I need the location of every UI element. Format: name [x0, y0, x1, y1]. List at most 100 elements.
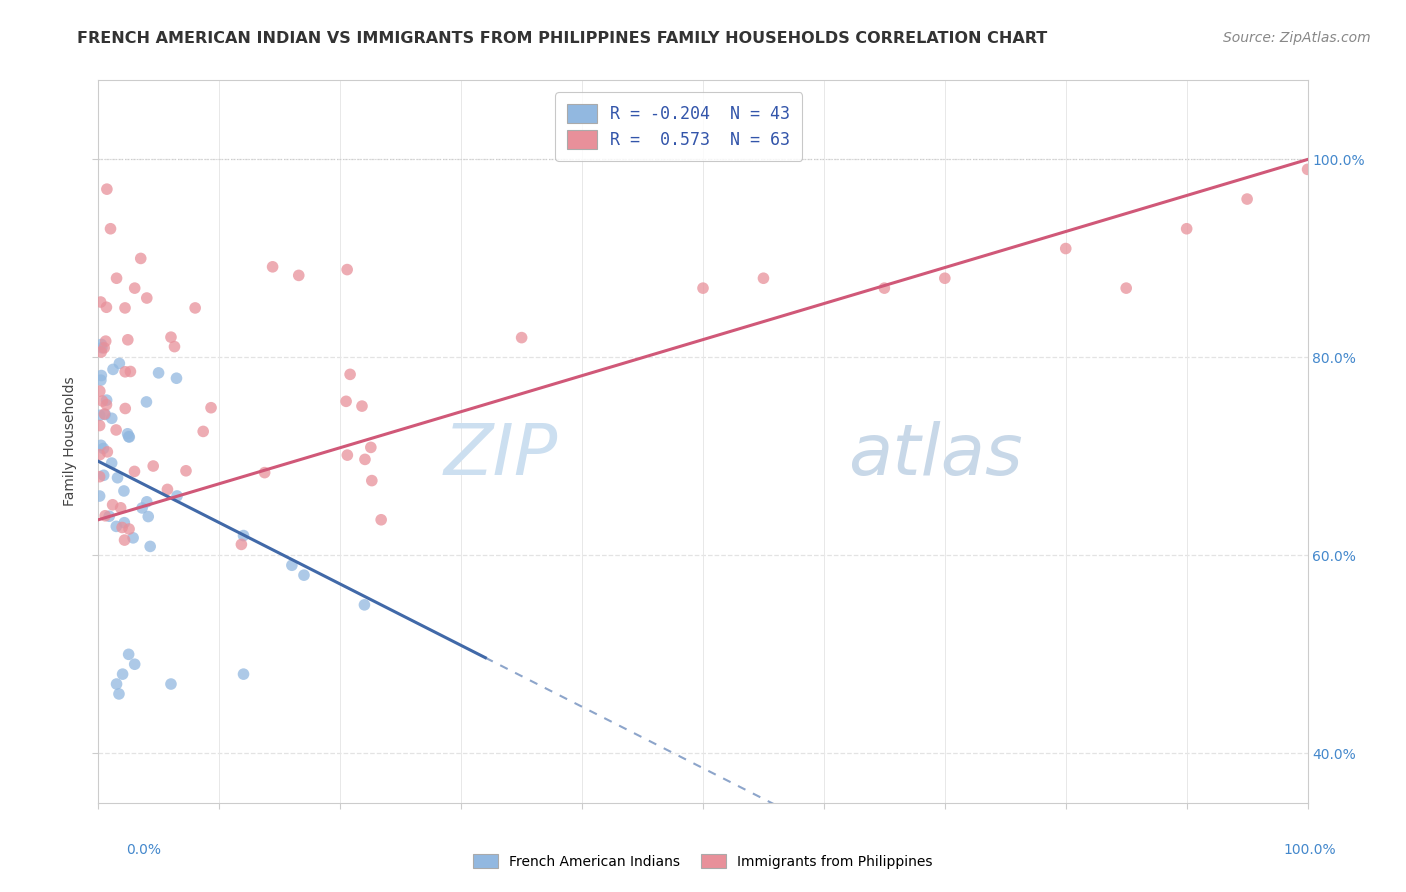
Point — [184, 301, 207, 315]
Point — [105, 423, 128, 437]
Point — [91, 394, 114, 409]
Point — [114, 365, 136, 379]
Point — [335, 394, 357, 409]
Point — [89, 469, 111, 483]
Point — [98, 509, 121, 524]
Point — [1296, 162, 1319, 177]
Point — [114, 301, 136, 315]
Point — [112, 516, 135, 530]
Point — [94, 508, 117, 523]
Point — [117, 426, 139, 441]
Point — [96, 393, 118, 408]
Point — [110, 500, 132, 515]
Point — [90, 341, 112, 355]
Point — [89, 418, 111, 433]
Point — [131, 500, 153, 515]
Point — [232, 528, 254, 542]
Point — [100, 456, 122, 470]
Point — [873, 281, 896, 295]
Text: ZIP: ZIP — [443, 422, 558, 491]
Legend: French American Indians, Immigrants from Philippines: French American Indians, Immigrants from… — [468, 848, 938, 874]
Point — [108, 356, 131, 370]
Point — [752, 271, 775, 285]
Point — [90, 337, 112, 351]
Point — [89, 409, 111, 423]
Point — [231, 537, 253, 551]
Point — [360, 474, 382, 488]
Point — [118, 648, 141, 662]
Point — [253, 466, 276, 480]
Text: Source: ZipAtlas.com: Source: ZipAtlas.com — [1223, 31, 1371, 45]
Point — [96, 182, 118, 196]
Point — [156, 483, 179, 497]
Point — [117, 333, 139, 347]
Point — [232, 667, 254, 681]
Point — [336, 262, 359, 277]
Point — [94, 408, 117, 422]
Point — [934, 271, 956, 285]
Point — [160, 330, 183, 344]
Point — [93, 468, 115, 483]
Point — [350, 399, 373, 413]
Point — [1054, 242, 1077, 256]
Point — [129, 252, 152, 266]
Point — [142, 458, 165, 473]
Point — [118, 430, 141, 444]
Point — [90, 295, 112, 310]
Point — [174, 464, 197, 478]
Point — [124, 657, 146, 672]
Point — [105, 271, 128, 285]
Point — [193, 425, 215, 439]
Point — [114, 401, 136, 416]
Point — [101, 498, 124, 512]
Point — [111, 520, 134, 534]
Point — [105, 519, 128, 533]
Point — [136, 509, 159, 524]
Point — [336, 448, 359, 462]
Point — [166, 489, 188, 503]
Point — [166, 371, 188, 385]
Point — [105, 677, 128, 691]
Point — [90, 438, 112, 452]
Point — [353, 598, 375, 612]
Point — [93, 341, 115, 355]
Point — [108, 687, 131, 701]
Point — [339, 368, 361, 382]
Text: 0.0%: 0.0% — [127, 843, 162, 857]
Point — [1236, 192, 1258, 206]
Point — [96, 398, 118, 412]
Point — [160, 677, 183, 691]
Point — [89, 489, 111, 503]
Point — [122, 531, 145, 545]
Point — [114, 533, 136, 547]
Point — [692, 281, 714, 295]
Point — [287, 268, 309, 283]
Point — [370, 513, 392, 527]
Point — [135, 495, 157, 509]
Point — [112, 483, 135, 498]
Text: 100.0%: 100.0% — [1284, 843, 1336, 857]
Text: atlas: atlas — [848, 422, 1022, 491]
Point — [100, 221, 122, 235]
Point — [94, 334, 117, 348]
Point — [1175, 221, 1198, 235]
Point — [90, 373, 112, 387]
Point — [124, 464, 146, 478]
Point — [510, 330, 533, 344]
Point — [89, 384, 111, 398]
Point — [139, 540, 162, 554]
Point — [118, 429, 141, 443]
Point — [89, 448, 111, 462]
Point — [354, 452, 377, 467]
Point — [90, 345, 112, 359]
Point — [90, 368, 112, 383]
Point — [96, 300, 118, 314]
Text: FRENCH AMERICAN INDIAN VS IMMIGRANTS FROM PHILIPPINES FAMILY HOUSEHOLDS CORRELAT: FRENCH AMERICAN INDIAN VS IMMIGRANTS FRO… — [77, 31, 1047, 46]
Point — [107, 471, 129, 485]
Point — [163, 340, 186, 354]
Point — [120, 364, 142, 378]
Point — [124, 281, 146, 295]
Y-axis label: Family Households: Family Households — [63, 376, 77, 507]
Point — [118, 522, 141, 536]
Legend: R = -0.204  N = 43, R =  0.573  N = 63: R = -0.204 N = 43, R = 0.573 N = 63 — [555, 92, 803, 161]
